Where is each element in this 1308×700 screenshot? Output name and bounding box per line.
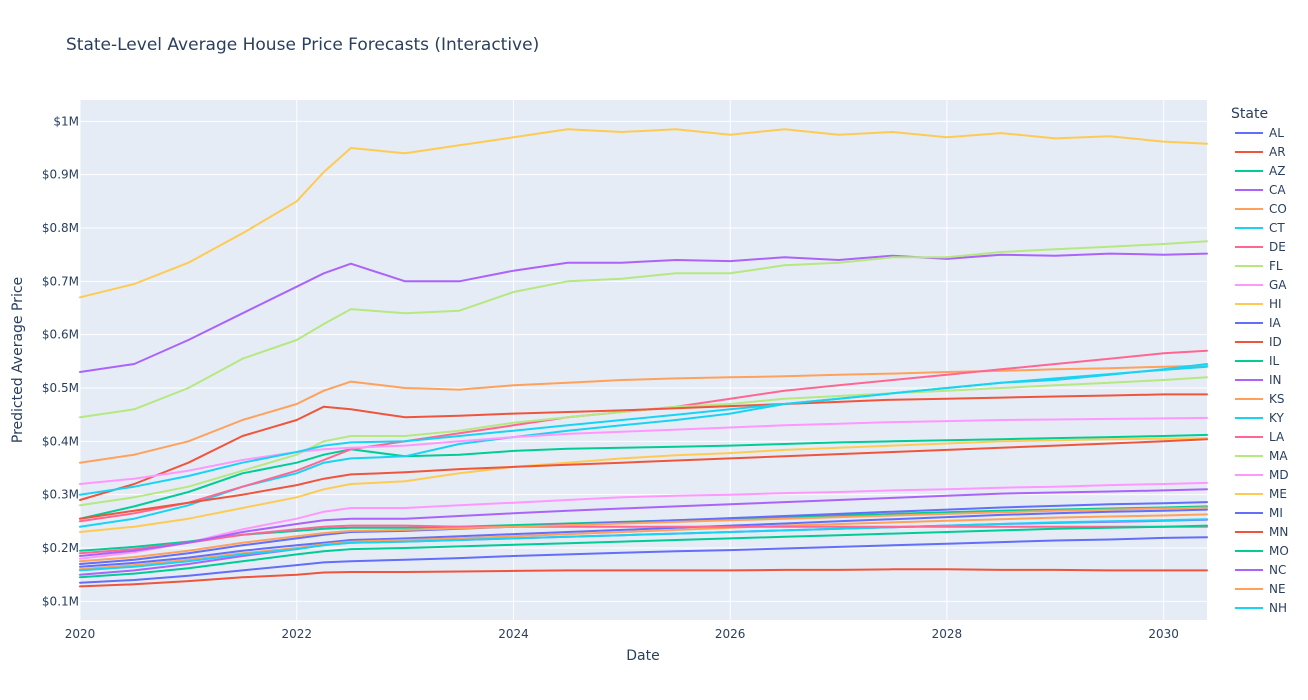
legend-label: NH [1269, 601, 1287, 615]
y-tick-label: $0.6M [42, 328, 79, 342]
series-line-la[interactable] [79, 524, 1208, 555]
y-tick-label: $0.3M [42, 488, 79, 502]
series-line-al[interactable] [79, 536, 1208, 584]
x-tick-label: 2020 [65, 627, 96, 641]
legend-item-nh[interactable]: NH [1235, 601, 1287, 615]
series-line-ks[interactable] [79, 513, 1208, 571]
legend-item-ky[interactable]: KY [1235, 411, 1284, 425]
x-tick-label: 2026 [715, 627, 746, 641]
legend-item-md[interactable]: MD [1235, 468, 1289, 482]
legend-label: CA [1269, 183, 1286, 197]
legend-label: MA [1269, 449, 1288, 463]
legend-label: CT [1269, 221, 1285, 235]
legend-item-mi[interactable]: MI [1235, 506, 1283, 520]
series-line-ia[interactable] [79, 508, 1208, 568]
series-line-mn[interactable] [79, 438, 1208, 520]
x-tick-label: 2024 [498, 627, 529, 641]
legend-item-mo[interactable]: MO [1235, 544, 1289, 558]
legend-item-mn[interactable]: MN [1235, 525, 1288, 539]
series-line-me[interactable] [79, 437, 1208, 533]
legend-item-me[interactable]: ME [1235, 487, 1287, 501]
legend: State AL AR AZ CA CO CT DE FL GA HI IA ID IL IN KS KY LA… [1231, 106, 1289, 615]
legend-label: CO [1269, 202, 1287, 216]
series-line-ne[interactable] [79, 506, 1208, 563]
legend-label: GA [1269, 278, 1287, 292]
legend-item-ca[interactable]: CA [1235, 183, 1286, 197]
series-line-nh[interactable] [79, 365, 1208, 496]
series-line-id[interactable] [79, 393, 1208, 501]
legend-label: IL [1269, 354, 1280, 368]
legend-label: IN [1269, 373, 1282, 387]
legend-label: MD [1269, 468, 1289, 482]
legend-item-ct[interactable]: CT [1235, 221, 1285, 235]
legend-label: KS [1269, 392, 1285, 406]
legend-label: AL [1269, 126, 1284, 140]
x-tick-label: 2028 [932, 627, 963, 641]
legend-label: MN [1269, 525, 1288, 539]
series-line-mo[interactable] [79, 524, 1208, 579]
series-line-mi[interactable] [79, 501, 1208, 565]
legend-label: ME [1269, 487, 1287, 501]
legend-item-de[interactable]: DE [1235, 240, 1286, 254]
series-line-ca[interactable] [79, 252, 1208, 373]
legend-item-ia[interactable]: IA [1235, 316, 1282, 330]
legend-item-nc[interactable]: NC [1235, 563, 1286, 577]
legend-item-co[interactable]: CO [1235, 202, 1287, 216]
y-tick-label: $0.9M [42, 168, 79, 182]
series-layer [79, 128, 1208, 588]
legend-item-la[interactable]: LA [1235, 430, 1285, 444]
y-tick-label: $0.8M [42, 221, 79, 235]
legend-label: HI [1269, 297, 1282, 311]
series-line-fl[interactable] [79, 376, 1208, 507]
y-axis: $0.1M $0.2M $0.3M $0.4M $0.5M $0.6M $0.7M $0.8M… [42, 114, 79, 608]
y-tick-label: $0.2M [42, 541, 79, 555]
y-tick-label: $0.1M [42, 594, 79, 608]
series-line-nc[interactable] [79, 488, 1208, 557]
x-axis: 2020 2022 2024 2026 2028 2030 [65, 627, 1179, 641]
series-line-ga[interactable] [79, 481, 1208, 560]
y-tick-label: $1M [53, 114, 79, 128]
legend-item-in[interactable]: IN [1235, 373, 1282, 387]
series-line-hi[interactable] [79, 128, 1208, 299]
x-tick-label: 2030 [1148, 627, 1179, 641]
legend-item-ne[interactable]: NE [1235, 582, 1286, 596]
legend-item-fl[interactable]: FL [1235, 259, 1283, 273]
series-line-ma[interactable] [79, 240, 1208, 419]
chart-title: State-Level Average House Price Forecast… [66, 35, 539, 55]
series-line-az[interactable] [79, 433, 1208, 520]
legend-item-al[interactable]: AL [1235, 126, 1284, 140]
legend-label: DE [1269, 240, 1286, 254]
legend-label: AR [1269, 145, 1286, 159]
legend-item-ks[interactable]: KS [1235, 392, 1285, 406]
x-axis-title: Date [626, 648, 659, 664]
legend-label: MO [1269, 544, 1289, 558]
y-tick-label: $0.5M [42, 381, 79, 395]
legend-label: KY [1269, 411, 1284, 425]
y-axis-title: Predicted Average Price [10, 277, 26, 443]
series-line-co[interactable] [79, 364, 1208, 464]
x-tick-label: 2022 [281, 627, 312, 641]
legend-label: NC [1269, 563, 1286, 577]
series-line-ky[interactable] [79, 518, 1208, 572]
legend-item-ar[interactable]: AR [1235, 145, 1286, 159]
y-tick-label: $0.4M [42, 434, 79, 448]
legend-item-az[interactable]: AZ [1235, 164, 1285, 178]
legend-label: NE [1269, 582, 1286, 596]
legend-item-id[interactable]: ID [1235, 335, 1282, 349]
y-tick-label: $0.7M [42, 274, 79, 288]
legend-item-ga[interactable]: GA [1235, 278, 1287, 292]
series-line-ar[interactable] [79, 568, 1208, 588]
legend-label: ID [1269, 335, 1282, 349]
legend-label: IA [1269, 316, 1282, 330]
legend-label: MI [1269, 506, 1283, 520]
legend-item-ma[interactable]: MA [1235, 449, 1288, 463]
legend-label: FL [1269, 259, 1283, 273]
legend-title: State [1231, 106, 1268, 122]
legend-item-il[interactable]: IL [1235, 354, 1280, 368]
legend-label: LA [1269, 430, 1285, 444]
legend-label: AZ [1269, 164, 1285, 178]
legend-item-hi[interactable]: HI [1235, 297, 1282, 311]
